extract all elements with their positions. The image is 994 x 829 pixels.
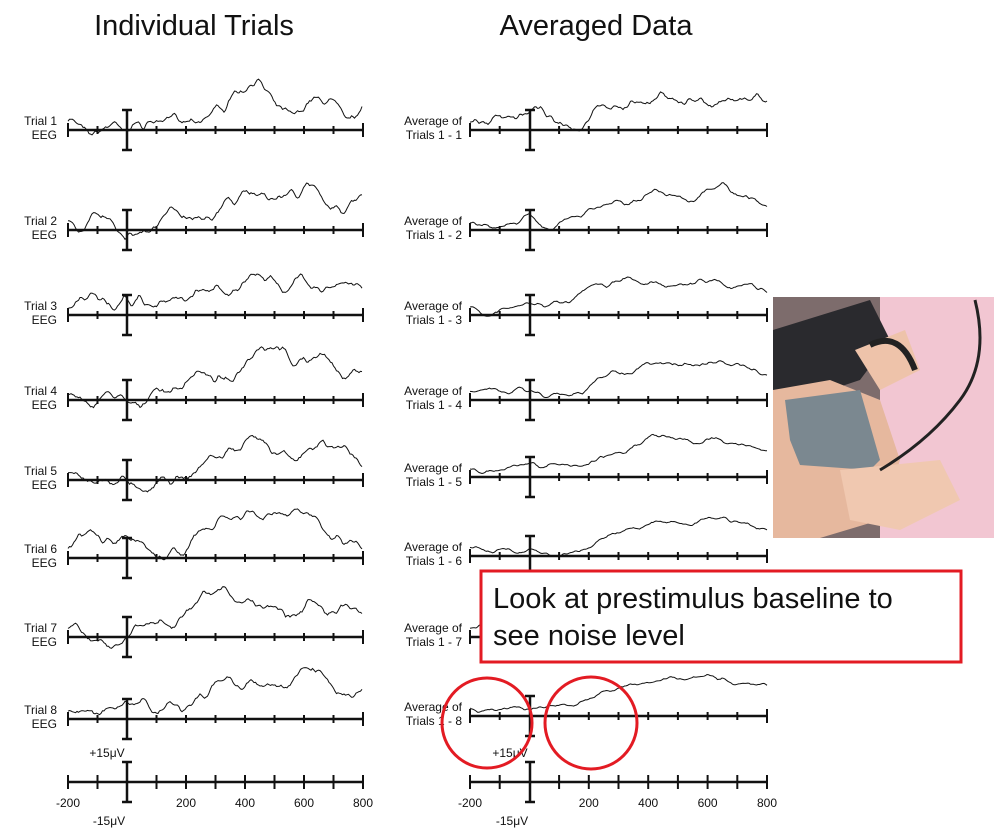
row-label: Average of xyxy=(404,299,462,313)
eeg-wave xyxy=(469,91,768,132)
row-label: Trial 3 xyxy=(24,299,57,313)
row-label: EEG xyxy=(32,717,57,731)
row-label: Trial 5 xyxy=(24,464,57,478)
eeg-wave xyxy=(469,182,768,231)
row-label: EEG xyxy=(32,398,57,412)
eeg-wave xyxy=(67,434,363,493)
row-label: Trial 8 xyxy=(24,703,57,717)
photo xyxy=(773,297,994,538)
axis-label: -200 xyxy=(56,796,80,810)
row-label: Trials 1 - 2 xyxy=(406,228,463,242)
axis-label: 800 xyxy=(353,796,373,810)
axis-label: 400 xyxy=(638,796,658,810)
row-label: Average of xyxy=(404,384,462,398)
row-label: Trials 1 - 1 xyxy=(406,128,463,142)
eeg-wave xyxy=(469,516,768,558)
row-label: EEG xyxy=(32,228,57,242)
row-label: Average of xyxy=(404,214,462,228)
axis-label: 800 xyxy=(757,796,777,810)
row-label: Trial 1 xyxy=(24,114,57,128)
eeg-wave xyxy=(67,346,363,409)
callout-text: see noise level xyxy=(493,620,685,652)
scale-bar xyxy=(525,760,535,804)
eeg-wave xyxy=(67,508,363,561)
highlight-circle xyxy=(543,675,639,771)
axis-label: 600 xyxy=(294,796,314,810)
axis-label: 400 xyxy=(235,796,255,810)
scale-label: +15μV xyxy=(89,746,124,760)
scale-bar xyxy=(122,697,132,741)
title: Averaged Data xyxy=(500,10,694,42)
scale-bar xyxy=(122,760,132,804)
eeg-wave xyxy=(67,586,363,649)
eeg-wave xyxy=(469,433,768,475)
scale-bar xyxy=(525,208,535,252)
axis-label: 200 xyxy=(579,796,599,810)
row-label: Average of xyxy=(404,700,462,714)
scale-bar xyxy=(122,378,132,422)
title: Individual Trials xyxy=(94,10,294,42)
axis-label: 600 xyxy=(698,796,718,810)
row-label: EEG xyxy=(32,128,57,142)
row-label: Trials 1 - 5 xyxy=(406,475,463,489)
eeg-wave xyxy=(469,673,768,713)
axis-label: -200 xyxy=(458,796,482,810)
axis-label: 200 xyxy=(176,796,196,810)
eeg-wave xyxy=(67,273,363,311)
row-label: Average of xyxy=(404,461,462,475)
row-label: Trial 7 xyxy=(24,621,57,635)
callout-box xyxy=(479,569,963,664)
row-label: Trial 4 xyxy=(24,384,57,398)
row-label: EEG xyxy=(32,556,57,570)
scale-bar xyxy=(525,293,535,337)
eeg-wave xyxy=(469,276,768,317)
eeg-wave xyxy=(67,667,363,716)
row-label: Trials 1 - 6 xyxy=(406,554,463,568)
row-label: Trials 1 - 7 xyxy=(406,635,463,649)
row-label: EEG xyxy=(32,478,57,492)
scale-label: -15μV xyxy=(496,814,528,828)
row-label: Trials 1 - 3 xyxy=(406,313,463,327)
scale-bar xyxy=(525,108,535,152)
row-label: Average of xyxy=(404,540,462,554)
eeg-wave xyxy=(67,182,363,241)
scale-bar xyxy=(122,536,132,580)
row-label: Trial 2 xyxy=(24,214,57,228)
row-label: Average of xyxy=(404,621,462,635)
row-label: EEG xyxy=(32,313,57,327)
scale-bar xyxy=(122,208,132,252)
row-label: Trial 6 xyxy=(24,542,57,556)
scale-bar xyxy=(122,293,132,337)
eeg-wave xyxy=(67,78,363,136)
scale-label: -15μV xyxy=(93,814,125,828)
row-label: Trials 1 - 4 xyxy=(406,398,463,412)
row-label: Average of xyxy=(404,114,462,128)
scale-bar xyxy=(525,378,535,422)
callout-text: Look at prestimulus baseline to xyxy=(493,583,893,615)
eeg-wave xyxy=(469,360,768,398)
highlight-circle xyxy=(440,676,534,770)
row-label: EEG xyxy=(32,635,57,649)
row-label: Trials 1 - 8 xyxy=(406,714,463,728)
scale-bar xyxy=(122,615,132,659)
